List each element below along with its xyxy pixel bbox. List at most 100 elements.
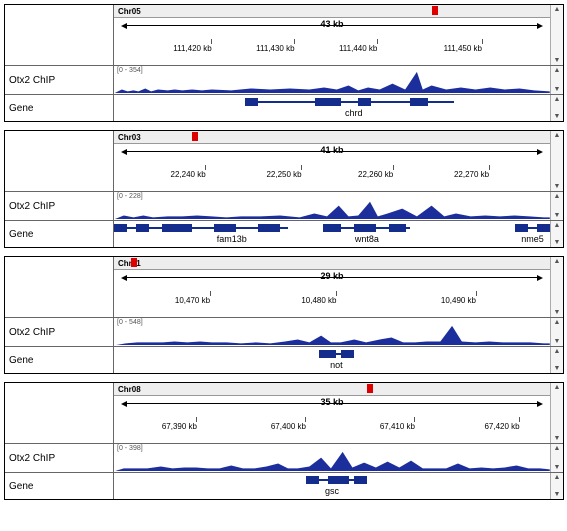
up-arrow-icon[interactable]: ▲ xyxy=(554,348,561,355)
genome-track-panel: Chr0341 kb22,240 kb22,250 kb22,260 kb22,… xyxy=(4,130,564,248)
exon-block xyxy=(354,476,367,484)
ruler-tick: 22,250 kb xyxy=(284,165,319,179)
exon-block xyxy=(537,224,550,232)
ruler-tick: 67,390 kb xyxy=(179,417,214,431)
span-label: 43 kb xyxy=(114,19,550,29)
scroll-arrows[interactable]: ▲▼ xyxy=(550,192,563,220)
exon-block xyxy=(341,350,354,358)
chip-track: [0 - 398] xyxy=(114,444,550,472)
row-label-gene: Gene xyxy=(5,221,114,247)
down-arrow-icon[interactable]: ▼ xyxy=(554,57,561,64)
row-label-gene: Gene xyxy=(5,95,114,121)
up-arrow-icon[interactable]: ▲ xyxy=(554,222,561,229)
scroll-arrows[interactable]: ▲▼ xyxy=(550,131,563,191)
scroll-arrows[interactable]: ▲▼ xyxy=(550,257,563,317)
ruler-tick: 67,410 kb xyxy=(397,417,432,431)
up-arrow-icon[interactable]: ▲ xyxy=(554,96,561,103)
scroll-arrows[interactable]: ▲▼ xyxy=(550,95,563,121)
down-arrow-icon[interactable]: ▼ xyxy=(554,113,561,120)
ruler-tick: 111,430 kb xyxy=(275,39,313,53)
down-arrow-icon[interactable]: ▼ xyxy=(554,491,561,498)
up-arrow-icon[interactable]: ▲ xyxy=(554,319,561,326)
up-arrow-icon[interactable]: ▲ xyxy=(554,258,561,265)
span-label: 41 kb xyxy=(114,145,550,155)
row-label-gene: Gene xyxy=(5,347,114,373)
gene-track: not xyxy=(114,347,550,373)
exon-block xyxy=(515,224,528,232)
gene-track: gsc xyxy=(114,473,550,499)
ruler-region: Chr0129 kb10,470 kb10,480 kb10,490 kb xyxy=(114,257,550,317)
region-marker xyxy=(432,6,438,15)
down-arrow-icon[interactable]: ▼ xyxy=(554,239,561,246)
exon-block xyxy=(114,224,127,232)
exon-block xyxy=(214,224,236,232)
exon-block xyxy=(136,224,149,232)
exon-block xyxy=(323,224,340,232)
scroll-arrows[interactable]: ▲▼ xyxy=(550,473,563,499)
scroll-arrows[interactable]: ▲▼ xyxy=(550,221,563,247)
chip-peaks xyxy=(114,444,550,471)
span-label: 35 kb xyxy=(114,397,550,407)
region-marker xyxy=(192,132,198,141)
scroll-arrows[interactable]: ▲▼ xyxy=(550,66,563,94)
ruler-region: Chr0835 kb67,390 kb67,400 kb67,410 kb67,… xyxy=(114,383,550,443)
chip-peaks xyxy=(114,66,550,93)
genome-track-panel: Chr0543 kb111,420 kb111,430 kb111,440 kb… xyxy=(4,4,564,122)
exon-block xyxy=(175,224,192,232)
ruler-tick: 67,420 kb xyxy=(502,417,537,431)
ruler-region: Chr0543 kb111,420 kb111,430 kb111,440 kb… xyxy=(114,5,550,65)
row-label-chip: Otx2 ChIP xyxy=(5,318,114,346)
gene-name-label: gsc xyxy=(325,486,339,496)
ruler-tick: 22,260 kb xyxy=(376,165,411,179)
scroll-arrows[interactable]: ▲▼ xyxy=(550,383,563,443)
exon-block xyxy=(328,476,350,484)
down-arrow-icon[interactable]: ▼ xyxy=(554,212,561,219)
exon-block xyxy=(258,224,280,232)
exon-block xyxy=(358,98,371,106)
chip-peaks xyxy=(114,318,550,345)
ruler-tick: 67,400 kb xyxy=(288,417,323,431)
ruler-tick: 111,450 kb xyxy=(463,39,501,53)
gene-track: fam13bwnt8anme5 xyxy=(114,221,550,247)
region-marker xyxy=(367,384,373,393)
ruler-tick: 10,470 kb xyxy=(192,291,227,305)
chip-peaks xyxy=(114,192,550,219)
up-arrow-icon[interactable]: ▲ xyxy=(554,193,561,200)
ruler-tick: 111,420 kb xyxy=(192,39,230,53)
exon-block xyxy=(306,476,319,484)
row-label-blank xyxy=(5,5,114,65)
genome-track-panel: Chr0835 kb67,390 kb67,400 kb67,410 kb67,… xyxy=(4,382,564,500)
down-arrow-icon[interactable]: ▼ xyxy=(554,338,561,345)
down-arrow-icon[interactable]: ▼ xyxy=(554,365,561,372)
up-arrow-icon[interactable]: ▲ xyxy=(554,67,561,74)
down-arrow-icon[interactable]: ▼ xyxy=(554,86,561,93)
up-arrow-icon[interactable]: ▲ xyxy=(554,474,561,481)
down-arrow-icon[interactable]: ▼ xyxy=(554,309,561,316)
scroll-arrows[interactable]: ▲▼ xyxy=(550,318,563,346)
down-arrow-icon[interactable]: ▼ xyxy=(554,435,561,442)
exon-block xyxy=(410,98,427,106)
exon-block xyxy=(245,98,258,106)
ruler-region: Chr0341 kb22,240 kb22,250 kb22,260 kb22,… xyxy=(114,131,550,191)
scroll-arrows[interactable]: ▲▼ xyxy=(550,444,563,472)
scroll-arrows[interactable]: ▲▼ xyxy=(550,5,563,65)
gene-name-label: wnt8a xyxy=(355,234,379,244)
up-arrow-icon[interactable]: ▲ xyxy=(554,445,561,452)
exon-block xyxy=(354,224,376,232)
row-label-chip: Otx2 ChIP xyxy=(5,192,114,220)
row-label-blank xyxy=(5,257,114,317)
scroll-arrows[interactable]: ▲▼ xyxy=(550,347,563,373)
down-arrow-icon[interactable]: ▼ xyxy=(554,183,561,190)
row-label-chip: Otx2 ChIP xyxy=(5,444,114,472)
exon-block xyxy=(315,98,341,106)
up-arrow-icon[interactable]: ▲ xyxy=(554,132,561,139)
up-arrow-icon[interactable]: ▲ xyxy=(554,6,561,13)
genome-track-panel: Chr0129 kb10,470 kb10,480 kb10,490 kb▲▼O… xyxy=(4,256,564,374)
row-label-blank xyxy=(5,131,114,191)
gene-name-label: nme5 xyxy=(521,234,544,244)
chip-track: [0 - 354] xyxy=(114,66,550,94)
ruler-tick: 10,490 kb xyxy=(458,291,493,305)
down-arrow-icon[interactable]: ▼ xyxy=(554,464,561,471)
up-arrow-icon[interactable]: ▲ xyxy=(554,384,561,391)
gene-name-label: chrd xyxy=(345,108,363,118)
